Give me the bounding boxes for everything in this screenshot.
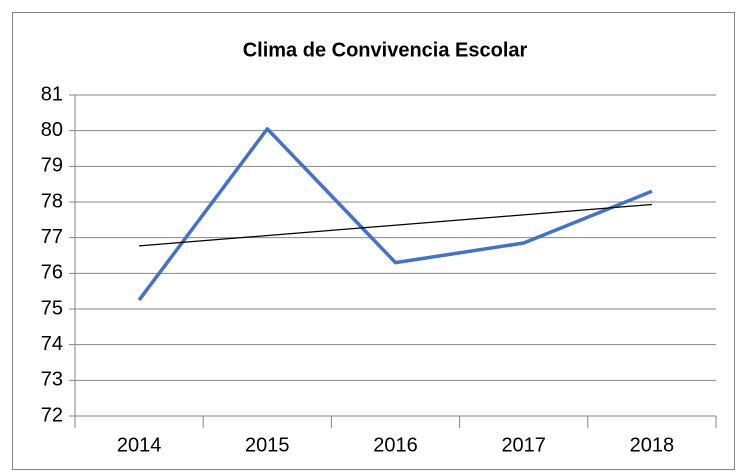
x-tick-label: 2015 bbox=[245, 434, 290, 456]
chart-title: Clima de Convivencia Escolar bbox=[243, 39, 528, 61]
y-tick-label: 73 bbox=[41, 369, 63, 391]
data-line bbox=[137, 127, 653, 302]
y-tick-label: 77 bbox=[41, 226, 63, 248]
x-tick-label: 2014 bbox=[117, 434, 162, 456]
y-tick-label: 74 bbox=[41, 333, 63, 355]
y-tick-label: 79 bbox=[41, 155, 63, 177]
x-tick-label: 2016 bbox=[373, 434, 418, 456]
y-tick-label: 80 bbox=[41, 119, 63, 141]
y-tick-label: 76 bbox=[41, 262, 63, 284]
y-tick-label: 81 bbox=[41, 83, 63, 105]
y-tick-label: 75 bbox=[41, 297, 63, 319]
x-tick-label: 2017 bbox=[501, 434, 546, 456]
trendline bbox=[139, 203, 652, 247]
x-tick-label: 2018 bbox=[630, 434, 675, 456]
y-tick-label: 72 bbox=[41, 404, 63, 426]
y-tick-label: 78 bbox=[41, 190, 63, 212]
